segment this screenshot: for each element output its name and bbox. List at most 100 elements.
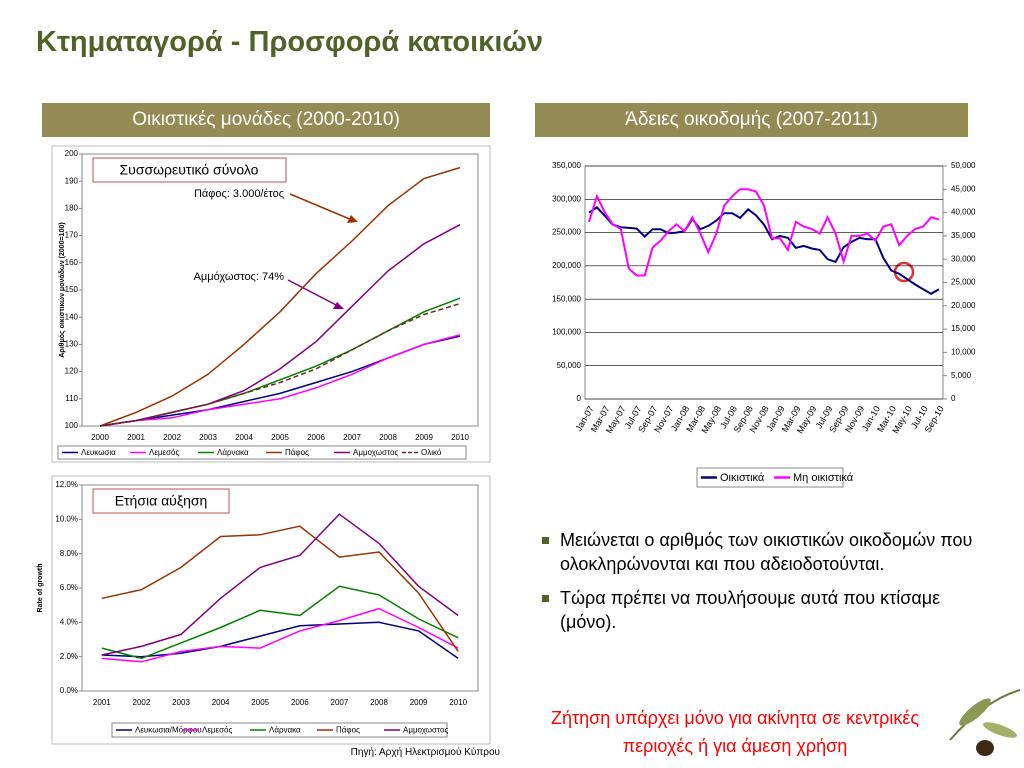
- arrow: [289, 193, 353, 221]
- x-tick-label: 2000: [91, 433, 109, 442]
- plot-frame: [584, 165, 944, 400]
- x-tick-label: 2006: [307, 433, 325, 442]
- legend-frame: [696, 467, 844, 488]
- chart-frame: [51, 475, 491, 745]
- y-tick-label: 190: [65, 176, 79, 185]
- y2-tick-label: 45,000: [951, 184, 976, 193]
- legend-label: Αμμοχωστος: [403, 726, 448, 735]
- legend-label: Αμμοχωστος: [353, 448, 398, 457]
- legend-label: Οικιστικά: [720, 472, 765, 484]
- y-tick-label: 4.0%: [60, 617, 78, 626]
- series-line: [99, 297, 461, 427]
- x-tick-label: 2009: [410, 698, 428, 707]
- legend-label: Λευκωσια/Μόρφου: [135, 726, 202, 735]
- y-tick-label: 130: [65, 340, 79, 349]
- bullet: Τώρα πρέπει να πουλήσουμε αυτά που κτίσα…: [540, 586, 980, 634]
- series-line: [101, 621, 459, 660]
- y-tick-label: 6.0%: [60, 583, 78, 592]
- series-line: [101, 585, 459, 660]
- annotation: Πάφος: 3.000/έτος: [194, 188, 284, 200]
- y-tick-label: 170: [65, 231, 79, 240]
- left-header: Οικιστικές μονάδες (2000-2010): [42, 103, 490, 137]
- y2-tick-label: 10,000: [951, 348, 976, 357]
- y-tick-label: 300,000: [552, 194, 581, 203]
- series-line: [99, 224, 461, 427]
- arrow-head: [347, 215, 358, 223]
- x-tick-label: 2007: [343, 433, 361, 442]
- legend-label: Λεμεσός: [202, 726, 232, 735]
- x-tick-label: 2010: [449, 698, 467, 707]
- x-tick-label: 2001: [127, 433, 145, 442]
- x-tick-label: 2008: [379, 433, 397, 442]
- y-tick-label: 50,000: [557, 361, 582, 370]
- y-tick-label: 120: [65, 367, 79, 376]
- x-tick-label: 2003: [172, 698, 190, 707]
- chart-frame: [51, 145, 491, 463]
- legend-frame: [111, 722, 448, 738]
- legend-label: Πάφος: [336, 726, 360, 735]
- x-tick-label: 2005: [251, 698, 269, 707]
- y-axis-label: Rate of growth: [37, 564, 44, 613]
- box-label: Συσσωρευτικό σύνολο: [120, 162, 259, 178]
- y2-tick-label: 40,000: [951, 208, 976, 217]
- x-tick-label: 2005: [271, 433, 289, 442]
- legend-label: Λεμεσός: [149, 448, 179, 457]
- x-tick-label: 2003: [199, 433, 217, 442]
- x-tick-label: 2004: [212, 698, 230, 707]
- legend-label: Λάρνακα: [217, 448, 249, 457]
- y-tick-label: 140: [65, 312, 79, 321]
- y-tick-label: 10.0%: [55, 514, 78, 523]
- plot-frame: [81, 484, 479, 692]
- y-tick-label: 110: [65, 394, 78, 403]
- legend-label: Λάρνακα: [269, 726, 301, 735]
- y2-tick-label: 5,000: [951, 371, 972, 380]
- x-tick-label: 2001: [93, 698, 111, 707]
- x-tick-label: 2009: [415, 433, 433, 442]
- series-line: [99, 166, 461, 427]
- y-tick-label: 0.0%: [60, 686, 78, 695]
- y-tick-label: 200: [65, 149, 79, 158]
- source: Πηγή: Αρχή Ηλεκτρισμού Κύπρου: [350, 747, 500, 758]
- arrow-head: [333, 302, 344, 309]
- y2-tick-label: 35,000: [951, 231, 976, 240]
- annotation: Αμμόχωστος: 74%: [194, 271, 285, 283]
- x-tick-label: 2006: [291, 698, 309, 707]
- y-axis-label: Αριθμός οικιστικών μονάδων (2000=100): [59, 222, 66, 357]
- legend-label: Πάφος: [285, 448, 309, 457]
- y-tick-label: 100,000: [552, 328, 581, 337]
- x-tick-label: 2007: [331, 698, 349, 707]
- series-line: [99, 302, 461, 427]
- y2-tick-label: 0: [951, 394, 956, 403]
- legend-label: Ολικό: [421, 448, 442, 457]
- series-line: [101, 513, 459, 656]
- legend-label: Λευκωσια: [81, 448, 116, 457]
- y-tick-label: 160: [65, 258, 79, 267]
- series-line: [99, 335, 461, 427]
- y-tick-label: 150: [65, 285, 79, 294]
- y-tick-label: 180: [65, 204, 79, 213]
- y-tick-label: 250,000: [552, 228, 581, 237]
- olive-decoration: [949, 689, 1021, 756]
- y2-tick-label: 50,000: [951, 161, 976, 170]
- y-tick-label: 8.0%: [60, 549, 78, 558]
- series-line: [101, 607, 459, 663]
- arrow: [287, 279, 339, 307]
- bullet-list: Μειώνεται ο αριθμός των οικιστικών οικοδ…: [540, 528, 980, 644]
- y-tick-label: 100: [65, 421, 79, 430]
- series-line: [99, 334, 461, 427]
- y-tick-label: 2.0%: [60, 652, 78, 661]
- right-header: Άδειες οικοδομής (2007-2011): [535, 103, 968, 137]
- series-line: [588, 205, 940, 295]
- y2-tick-label: 30,000: [951, 254, 976, 263]
- highlight-note: Ζήτηση υπάρχει μόνο για ακίνητα σε κεντρ…: [550, 708, 920, 756]
- legend-label: Μη οικιστικά: [793, 472, 854, 484]
- y2-tick-label: 15,000: [951, 324, 976, 333]
- y2-tick-label: 25,000: [951, 278, 976, 287]
- y-tick-label: 350,000: [552, 161, 581, 170]
- series-line: [101, 525, 459, 652]
- y2-tick-label: 20,000: [951, 301, 976, 310]
- x-tick-label: 2004: [235, 433, 253, 442]
- box-label-frame: [92, 488, 230, 514]
